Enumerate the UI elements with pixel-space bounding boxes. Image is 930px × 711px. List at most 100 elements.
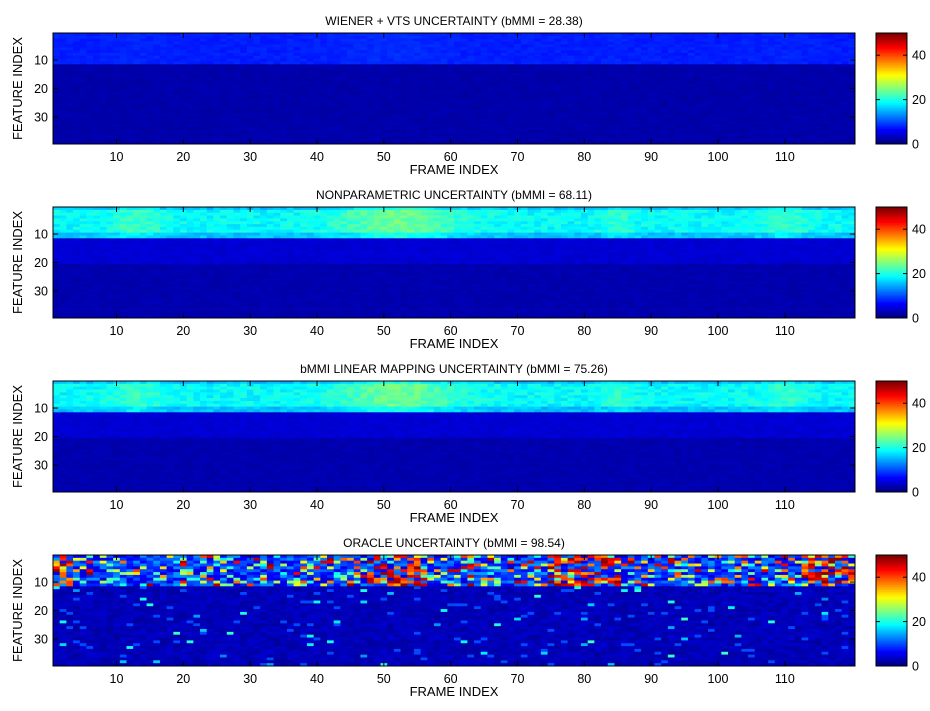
heatmap-cell [641, 101, 648, 104]
heatmap-cell [761, 53, 768, 56]
heatmap-cell [661, 44, 668, 47]
heatmap-cell [80, 210, 87, 213]
heatmap-cell [728, 50, 735, 53]
heatmap-cell [441, 113, 448, 116]
heatmap-cell [601, 79, 608, 82]
heatmap-cell [588, 133, 595, 136]
heatmap-cell [380, 133, 387, 136]
heatmap-cell [367, 127, 374, 130]
heatmap-cell [815, 76, 822, 79]
heatmap-cell [648, 116, 655, 119]
heatmap-cell [427, 81, 434, 84]
heatmap-cell [213, 90, 220, 93]
heatmap-cell [180, 42, 187, 45]
heatmap-cell [360, 107, 367, 110]
heatmap-cell [193, 44, 200, 47]
heatmap-cell [414, 44, 421, 47]
heatmap-cell [147, 87, 154, 90]
heatmap-cell [127, 79, 134, 82]
heatmap-cell [287, 56, 294, 59]
heatmap-cell [748, 107, 755, 110]
heatmap-cell [701, 133, 708, 136]
heatmap-cell [287, 98, 294, 101]
heatmap-cell [394, 101, 401, 104]
heatmap-cell [414, 96, 421, 99]
heatmap-cell [247, 64, 254, 67]
heatmap-cell [848, 130, 855, 133]
heatmap-cell [320, 93, 327, 96]
heatmap-cell [728, 87, 735, 90]
heatmap-cell [621, 127, 628, 130]
heatmap-cell [421, 110, 428, 113]
heatmap-cell [314, 73, 321, 76]
heatmap-cell [447, 118, 454, 121]
heatmap-cell [842, 113, 849, 116]
heatmap-cell [815, 36, 822, 39]
heatmap-cell [775, 70, 782, 73]
heatmap-cell [367, 50, 374, 53]
heatmap-cell [507, 47, 514, 50]
heatmap-cell [367, 133, 374, 136]
heatmap-cell [347, 130, 354, 133]
heatmap-cell [574, 53, 581, 56]
heatmap-cell [768, 118, 775, 121]
heatmap-cell [220, 81, 227, 84]
heatmap-cell [802, 36, 809, 39]
heatmap-cell [66, 59, 73, 62]
heatmap-cell [53, 107, 60, 110]
heatmap-cell [360, 93, 367, 96]
heatmap-cell [828, 121, 835, 124]
heatmap-cell [561, 50, 568, 53]
heatmap-cell [461, 210, 468, 213]
heatmap-cell [401, 47, 408, 50]
heatmap-cell [634, 107, 641, 110]
heatmap-cell [467, 42, 474, 45]
heatmap-cell [207, 79, 214, 82]
heatmap-cell [193, 124, 200, 127]
heatmap-cell [354, 93, 361, 96]
heatmap-cell [53, 42, 60, 45]
heatmap-cell [334, 110, 341, 113]
heatmap-cell [728, 59, 735, 62]
heatmap-cell [140, 118, 147, 121]
heatmap-cell [434, 61, 441, 64]
heatmap-cell [247, 104, 254, 107]
heatmap-cell [93, 121, 100, 124]
heatmap-cell [815, 107, 822, 110]
heatmap-cell [795, 96, 802, 99]
heatmap-cell [641, 121, 648, 124]
heatmap-cell [594, 127, 601, 130]
heatmap-cell [260, 118, 267, 121]
heatmap-cell [347, 81, 354, 84]
heatmap-cell [822, 59, 829, 62]
heatmap-cell [561, 44, 568, 47]
heatmap-cell [66, 118, 73, 121]
heatmap-cell [320, 210, 327, 213]
heatmap-cell [120, 39, 127, 42]
heatmap-cell [815, 118, 822, 121]
heatmap-cell [434, 118, 441, 121]
heatmap-cell [534, 116, 541, 119]
heatmap-cell [127, 104, 134, 107]
heatmap-cell [120, 64, 127, 67]
heatmap-cell [815, 53, 822, 56]
heatmap-cell [434, 70, 441, 73]
heatmap-cell [481, 42, 488, 45]
heatmap-cell [367, 121, 374, 124]
heatmap-cell [187, 87, 194, 90]
heatmap-cell [360, 73, 367, 76]
heatmap-cell [233, 110, 240, 113]
heatmap-cell [66, 87, 73, 90]
heatmap-cell [454, 56, 461, 59]
heatmap-cell [294, 53, 301, 56]
heatmap-cell [688, 47, 695, 50]
heatmap-cell [708, 138, 715, 141]
heatmap-cell [614, 113, 621, 116]
heatmap-cell [441, 135, 448, 138]
heatmap-cell [93, 36, 100, 39]
heatmap-cell [481, 73, 488, 76]
heatmap-cell [133, 76, 140, 79]
heatmap-cell [220, 79, 227, 82]
heatmap-cell [327, 44, 334, 47]
heatmap-cell [314, 133, 321, 136]
